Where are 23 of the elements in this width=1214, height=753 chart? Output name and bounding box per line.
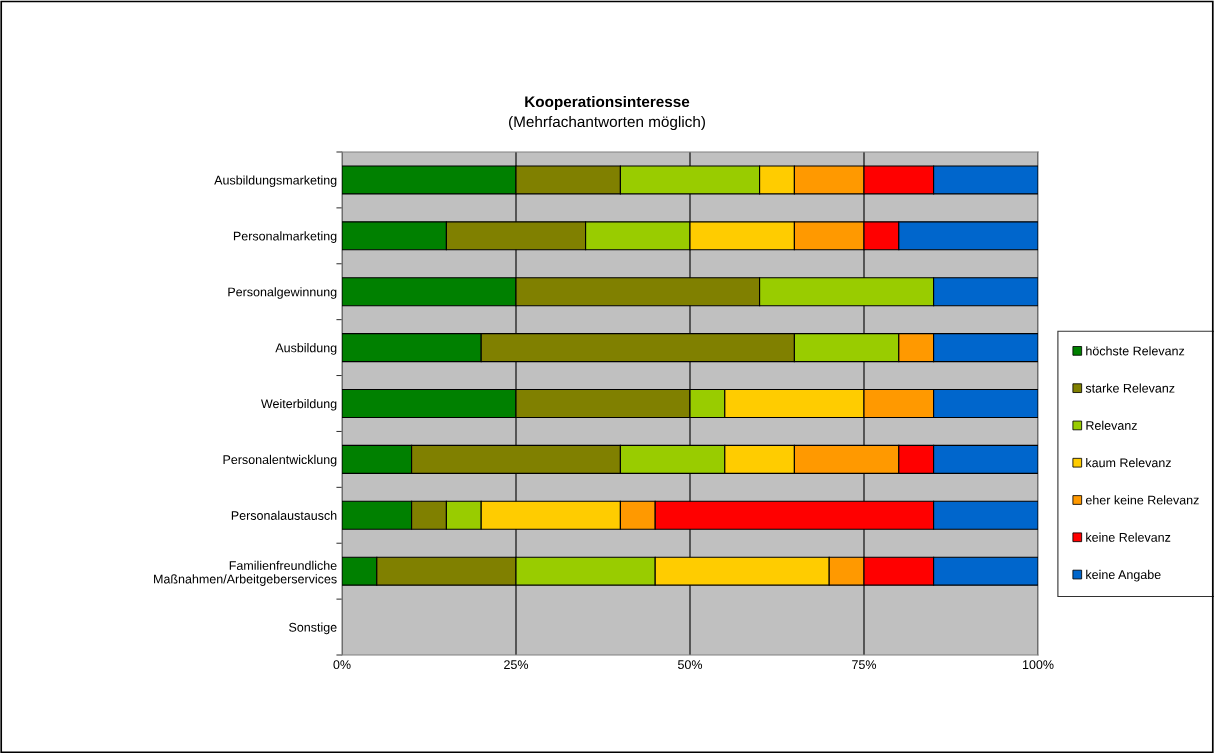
y-tick-label: Personalentwicklung bbox=[223, 454, 337, 467]
y-tick-label: Sonstige bbox=[289, 622, 337, 635]
y-tick-label: Ausbildungsmarketing bbox=[214, 175, 337, 188]
legend-label: starke Relevanz bbox=[1085, 383, 1175, 393]
y-tick-label: Weiterbildung bbox=[260, 398, 337, 411]
x-tick-label: 25% bbox=[504, 660, 529, 670]
legend-label: Relevanz bbox=[1086, 420, 1137, 430]
y-tick-label: Personalaustausch bbox=[231, 510, 337, 520]
chart-subtitle: (Mehrfachantworten möglich) bbox=[509, 115, 705, 131]
x-tick-label: 50% bbox=[677, 660, 703, 670]
legend-label: höchste Relevanz bbox=[1086, 346, 1185, 356]
y-tick-label: Familienfreundliche Maßnahmen/Arbeitgeberservices bbox=[154, 560, 337, 586]
y-tick-label: Ausbildung bbox=[275, 343, 337, 355]
legend-label: keine Relevanz bbox=[1086, 532, 1171, 542]
y-tick-label: Personalmarketing bbox=[233, 231, 337, 243]
legend-label: keine Angabe bbox=[1086, 569, 1161, 582]
legend-label: eher keine Relevanz bbox=[1085, 495, 1199, 505]
y-tick-label: Personalgewinnung bbox=[228, 287, 337, 299]
legend-label: kaum Relevanz bbox=[1086, 458, 1171, 468]
x-tick-label: 75% bbox=[852, 660, 877, 670]
x-tick-label: 100% bbox=[1022, 660, 1054, 670]
chart-title: Kooperationsinteresse bbox=[525, 95, 690, 111]
x-tick-label: 0% bbox=[333, 660, 351, 670]
